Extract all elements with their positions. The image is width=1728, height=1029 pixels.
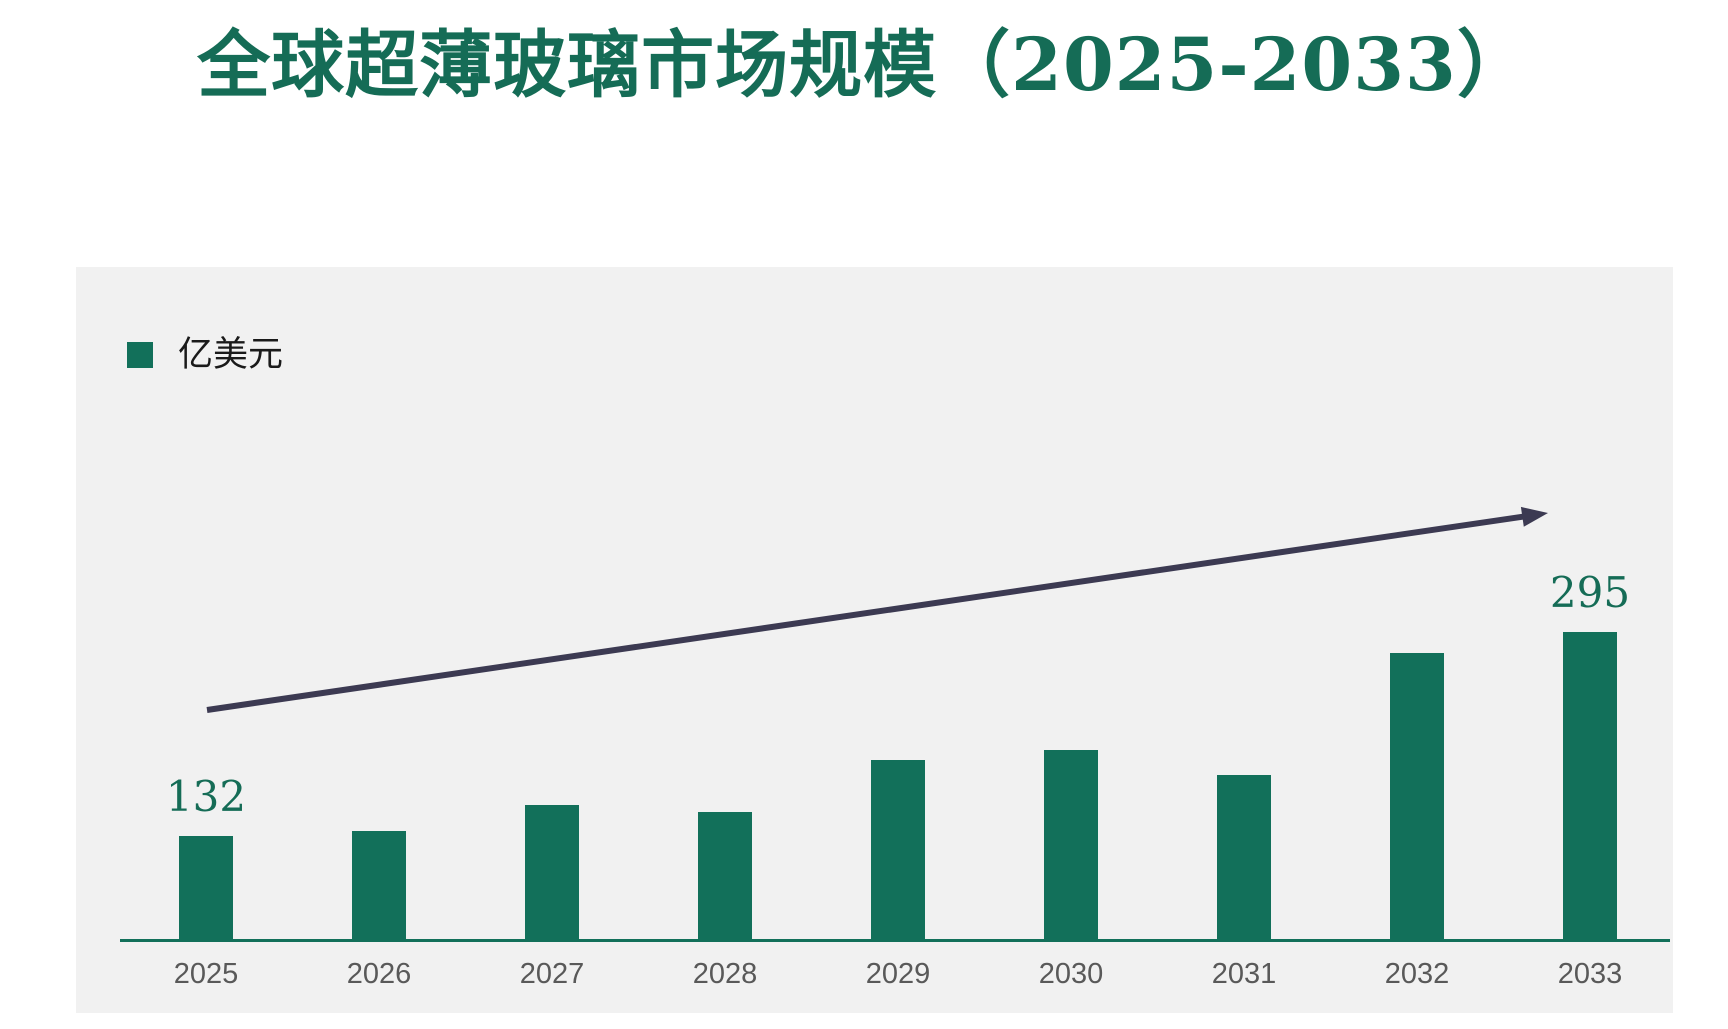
value-label-2025: 132 xyxy=(165,772,247,821)
x-tick-2025: 2025 xyxy=(173,958,239,990)
x-tick-2031: 2031 xyxy=(1211,958,1277,990)
legend-swatch-icon xyxy=(127,342,153,368)
bar-2027 xyxy=(525,805,579,941)
bar-2032 xyxy=(1390,653,1444,941)
value-label-2033: 295 xyxy=(1549,568,1631,617)
bar-2033 xyxy=(1563,632,1617,941)
bar-2028 xyxy=(698,812,752,941)
bar-2025 xyxy=(179,836,233,941)
x-axis-line xyxy=(120,939,1670,942)
bar-2031 xyxy=(1217,775,1271,941)
bar-2030 xyxy=(1044,750,1098,941)
x-tick-2029: 2029 xyxy=(865,958,931,990)
legend-label: 亿美元 xyxy=(178,334,284,375)
x-tick-2028: 2028 xyxy=(692,958,758,990)
x-tick-2033: 2033 xyxy=(1557,958,1623,990)
x-tick-2026: 2026 xyxy=(346,958,412,990)
x-tick-2027: 2027 xyxy=(519,958,585,990)
page-title: 全球超薄玻璃市场规模（2025-2033） xyxy=(197,22,1531,108)
x-tick-2030: 2030 xyxy=(1038,958,1104,990)
chart-panel: 亿美元 132 295 2025 2026 2027 2028 2029 2030 2031 2… xyxy=(76,267,1673,1013)
legend: 亿美元 xyxy=(127,334,284,375)
bar-2029 xyxy=(871,760,925,941)
x-tick-2032: 2032 xyxy=(1384,958,1450,990)
bar-2026 xyxy=(352,831,406,941)
